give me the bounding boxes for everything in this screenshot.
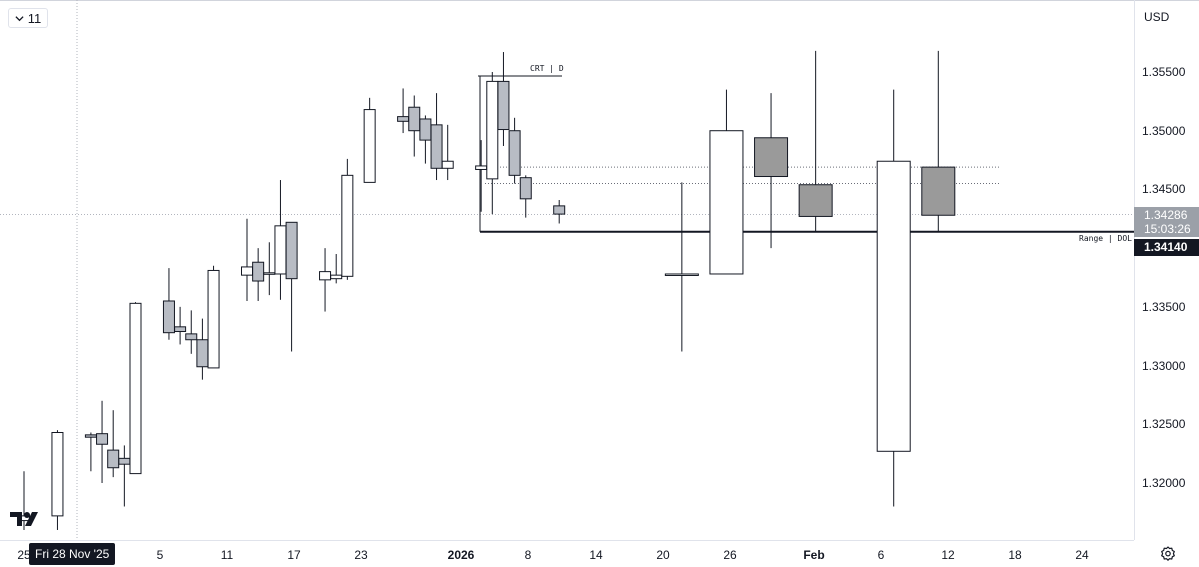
price-tick-label: 1.32500 bbox=[1142, 417, 1186, 432]
time-tick-label: 18 bbox=[1008, 548, 1022, 562]
candle bbox=[397, 116, 410, 122]
candle bbox=[196, 339, 209, 368]
price-tick-label: 1.33500 bbox=[1142, 299, 1186, 314]
time-tick-label: 8 bbox=[524, 548, 532, 562]
candle bbox=[252, 261, 265, 282]
level-price-label: 1.34140 bbox=[1134, 239, 1199, 256]
candle bbox=[274, 225, 287, 275]
crt-annotation: CRT | D bbox=[530, 64, 564, 73]
candle bbox=[441, 160, 454, 169]
crosshair-date-label: Fri 28 Nov '25 bbox=[29, 543, 116, 565]
time-tick-label: 14 bbox=[589, 548, 603, 562]
projection-candle bbox=[921, 166, 956, 216]
time-tick-label: 11 bbox=[220, 548, 234, 562]
candle bbox=[486, 80, 499, 180]
price-tick-label: 1.35500 bbox=[1142, 65, 1186, 79]
top-border bbox=[0, 0, 1199, 1]
range-dol-annotation: Range | DOL bbox=[1079, 233, 1132, 243]
tradingview-logo-icon[interactable] bbox=[10, 510, 44, 528]
bar-countdown: 15:03:26 bbox=[1144, 222, 1191, 236]
time-tick-label: 2026 bbox=[447, 548, 475, 562]
candle bbox=[419, 118, 432, 141]
level-price-value: 1.34140 bbox=[1144, 240, 1188, 254]
candle bbox=[330, 274, 343, 280]
candle bbox=[129, 302, 142, 475]
price-tick-label: 1.32000 bbox=[1142, 476, 1186, 490]
candle bbox=[319, 271, 332, 281]
candle bbox=[51, 432, 64, 517]
chevron-down-icon bbox=[15, 15, 24, 21]
candle bbox=[285, 221, 298, 280]
candle bbox=[241, 266, 253, 276]
time-tick-label: 17 bbox=[287, 548, 301, 562]
candle bbox=[207, 269, 220, 369]
currency-selector[interactable]: USD bbox=[1137, 6, 1193, 28]
time-tick-label: 12 bbox=[941, 548, 955, 562]
candle bbox=[508, 130, 521, 176]
candle bbox=[341, 174, 354, 277]
time-tick-label: 6 bbox=[877, 548, 885, 562]
time-tick-label: 26 bbox=[723, 548, 737, 562]
candle bbox=[363, 109, 376, 183]
price-chart-plot[interactable] bbox=[0, 0, 1134, 540]
projection-candle bbox=[709, 130, 744, 275]
current-price-label: 1.34286 15:03:26 bbox=[1134, 207, 1199, 237]
candle bbox=[96, 433, 109, 445]
candle bbox=[185, 333, 198, 341]
candle bbox=[118, 457, 131, 465]
candle bbox=[553, 205, 566, 215]
projection-candle bbox=[754, 137, 789, 178]
candle bbox=[408, 106, 421, 132]
candle bbox=[430, 124, 443, 169]
time-tick-label: 5 bbox=[156, 548, 164, 562]
candle bbox=[497, 80, 510, 131]
candle bbox=[84, 434, 97, 438]
candle bbox=[162, 300, 175, 334]
price-tick-label: 1.34500 bbox=[1142, 182, 1186, 197]
time-tick-label: 20 bbox=[656, 548, 670, 562]
candle bbox=[174, 326, 187, 333]
price-tick-label: 1.33000 bbox=[1142, 358, 1186, 373]
projection-candle bbox=[876, 160, 911, 452]
current-price-value: 1.34286 bbox=[1144, 208, 1188, 222]
time-axis[interactable] bbox=[0, 540, 1134, 567]
projection-candle bbox=[664, 273, 699, 276]
currency-label: USD bbox=[1144, 10, 1170, 24]
candle bbox=[107, 449, 120, 469]
price-tick-label: 1.35000 bbox=[1142, 123, 1186, 138]
projection-candle bbox=[798, 184, 833, 217]
candle bbox=[519, 177, 532, 200]
interval-selector[interactable]: 11 bbox=[8, 8, 48, 28]
candle bbox=[263, 272, 276, 275]
interval-value: 11 bbox=[27, 10, 42, 26]
candle bbox=[475, 165, 488, 170]
time-tick-label: 24 bbox=[1075, 548, 1089, 562]
time-tick-label: 25 bbox=[17, 548, 31, 562]
gear-icon[interactable] bbox=[1160, 546, 1176, 562]
time-tick-label: 23 bbox=[354, 548, 368, 562]
time-tick-label: Feb bbox=[803, 548, 825, 562]
price-axis[interactable] bbox=[1134, 0, 1199, 540]
